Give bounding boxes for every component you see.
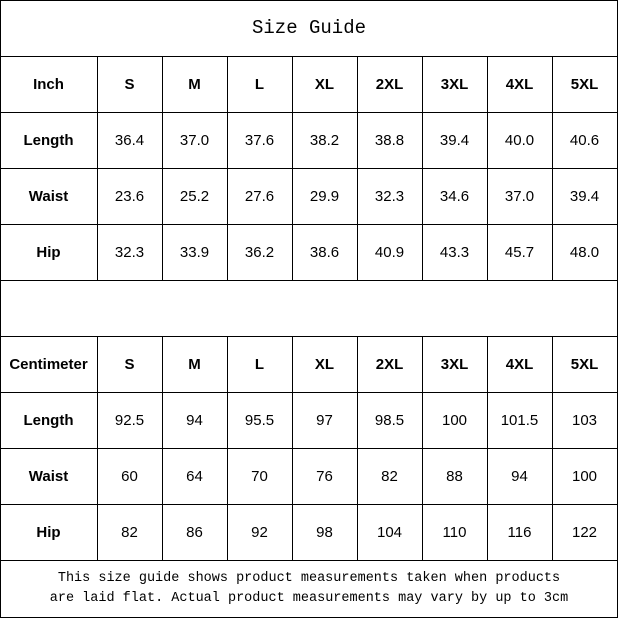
measurement-cell: 37.6: [244, 131, 275, 149]
size-header: L: [254, 355, 265, 373]
size-header: 4XL: [505, 355, 534, 373]
measurement-cell: 70: [251, 467, 268, 485]
measurement-cell: 98: [316, 523, 333, 541]
size-header: S: [124, 355, 135, 373]
measurement-cell: 23.6: [114, 187, 145, 205]
footer-line-1: This size guide shows product measuremen…: [57, 571, 561, 586]
size-header: XL: [314, 355, 335, 373]
row-label: Length: [23, 131, 74, 149]
measurement-cell: 40.0: [504, 131, 535, 149]
measurement-cell: 37.0: [179, 131, 210, 149]
measurement-cell: 97: [316, 411, 333, 429]
measurement-cell: 38.8: [374, 131, 405, 149]
measurement-cell: 104: [376, 523, 403, 541]
measurement-cell: 94: [511, 467, 528, 485]
measurement-cell: 36.2: [244, 243, 275, 261]
row-divider: [0, 168, 618, 169]
measurement-cell: 36.4: [114, 131, 145, 149]
measurement-cell: 32.3: [114, 243, 145, 261]
row-divider: [0, 224, 618, 225]
size-header: L: [254, 75, 265, 93]
size-header: S: [124, 75, 135, 93]
measurement-cell: 101.5: [500, 411, 539, 429]
row-divider: [0, 280, 618, 281]
size-header: 2XL: [375, 355, 404, 373]
measurement-cell: 32.3: [374, 187, 405, 205]
measurement-cell: 60: [121, 467, 138, 485]
measurement-cell: 45.7: [504, 243, 535, 261]
measurement-cell: 38.6: [309, 243, 340, 261]
measurement-cell: 25.2: [179, 187, 210, 205]
measurement-cell: 37.0: [504, 187, 535, 205]
footer-note: This size guide shows product measuremen…: [0, 561, 618, 617]
size-header: M: [188, 355, 201, 373]
size-header: M: [188, 75, 201, 93]
size-header: 5XL: [570, 75, 599, 93]
unit-header: Centimeter: [9, 355, 88, 373]
size-header: XL: [314, 75, 335, 93]
size-header: 5XL: [570, 355, 599, 373]
measurement-cell: 86: [186, 523, 203, 541]
measurement-cell: 27.6: [244, 187, 275, 205]
measurement-cell: 38.2: [309, 131, 340, 149]
measurement-cell: 40.9: [374, 243, 405, 261]
measurement-cell: 110: [442, 523, 467, 541]
measurement-cell: 39.4: [569, 187, 600, 205]
size-header: 3XL: [440, 75, 469, 93]
row-divider: [0, 112, 618, 113]
size-header: 4XL: [505, 75, 534, 93]
page-title: Size Guide: [251, 17, 367, 39]
measurement-cell: 82: [381, 467, 398, 485]
measurement-cell: 116: [507, 523, 532, 541]
row-divider: [0, 0, 618, 1]
measurement-cell: 48.0: [569, 243, 600, 261]
row-label: Waist: [28, 187, 69, 205]
row-divider: [0, 504, 618, 505]
measurement-cell: 122: [571, 523, 598, 541]
size-header: 2XL: [375, 75, 404, 93]
measurement-cell: 100: [441, 411, 468, 429]
size-header: 3XL: [440, 355, 469, 373]
measurement-cell: 34.6: [439, 187, 470, 205]
measurement-cell: 43.3: [439, 243, 470, 261]
measurement-cell: 98.5: [374, 411, 405, 429]
row-label: Hip: [36, 243, 61, 261]
row-label: Hip: [36, 523, 61, 541]
border: [0, 0, 1, 618]
row-divider: [0, 560, 618, 561]
row-divider: [0, 448, 618, 449]
measurement-cell: 33.9: [179, 243, 210, 261]
row-divider: [0, 336, 618, 337]
row-divider: [0, 392, 618, 393]
unit-header: Inch: [33, 75, 64, 93]
measurement-cell: 40.6: [569, 131, 600, 149]
measurement-cell: 92: [251, 523, 268, 541]
row-label: Length: [23, 411, 74, 429]
measurement-cell: 92.5: [114, 411, 145, 429]
measurement-cell: 29.9: [309, 187, 340, 205]
measurement-cell: 94: [186, 411, 203, 429]
measurement-cell: 64: [186, 467, 203, 485]
row-label: Waist: [28, 467, 69, 485]
measurement-cell: 100: [571, 467, 598, 485]
measurement-cell: 76: [316, 467, 333, 485]
measurement-cell: 95.5: [244, 411, 275, 429]
footer-line-2: are laid flat. Actual product measuremen…: [49, 591, 569, 606]
row-divider: [0, 56, 618, 57]
measurement-cell: 39.4: [439, 131, 470, 149]
measurement-cell: 88: [446, 467, 463, 485]
measurement-cell: 82: [121, 523, 138, 541]
measurement-cell: 103: [571, 411, 598, 429]
